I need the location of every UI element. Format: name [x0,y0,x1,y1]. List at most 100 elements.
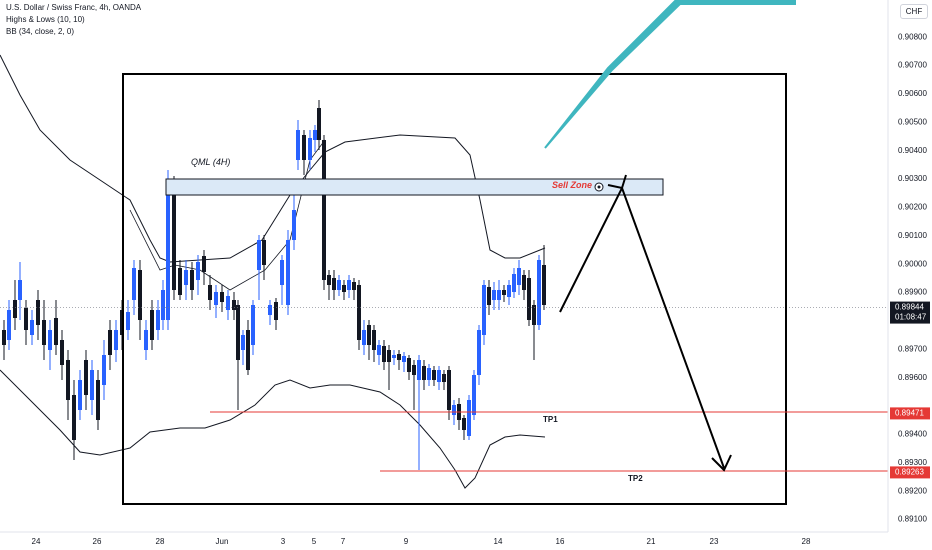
candle-body [467,400,471,436]
candle-body [382,346,386,362]
price-tick-label: 0.89300 [898,458,927,467]
time-tick-label: 24 [32,537,41,546]
candle-body [190,270,194,290]
candle-body [507,285,511,297]
candle-body [226,296,230,310]
candle-body [417,360,421,380]
candle-body [402,356,406,362]
candle-body [24,308,28,330]
price-tick-label: 0.90400 [898,146,927,155]
currency-badge[interactable]: CHF [900,4,928,19]
candle-body [392,355,396,358]
teal-trend-line [544,0,796,149]
time-axis[interactable]: 24 26 28 Jun 3 5 7 9 14 16 21 23 28 [32,537,811,546]
candle-body [236,305,240,360]
time-tick-label: 9 [404,537,409,546]
candle-body [196,262,200,280]
candle-body [317,108,321,140]
price-tick-label: 0.89600 [898,373,927,382]
arrowhead-top [607,174,627,190]
candle-body [251,305,255,345]
candle-body [232,300,236,310]
candle-body [512,274,516,292]
qml-label: QML (4H) [191,157,230,167]
candle-body [42,320,46,345]
lower-band-line [0,369,546,489]
candle-body [54,318,58,345]
time-tick-label: 23 [710,537,719,546]
candle-body [407,358,411,372]
candle-body [522,275,526,290]
current-price-tag-bg [890,301,930,324]
tp2-price-tag-text: 0.89263 [895,467,924,476]
indicator-highs-lows: Highs & Lows (10, 10) [6,15,85,24]
candle-body [542,265,546,305]
candle-body [84,360,88,395]
candle-body [172,182,176,290]
candle-body [367,325,371,345]
candle-body [342,285,346,292]
candle-body [452,405,456,415]
candle-body [437,370,441,382]
candle-body [102,355,106,385]
candle-body [166,180,170,320]
candle-body [246,330,250,370]
candle-body [150,310,154,340]
candle-body [422,366,426,380]
candle-body [161,290,165,320]
candle-body [387,350,391,362]
candle-body [48,330,52,350]
time-tick-label: 28 [156,537,165,546]
price-tick-label: 0.89900 [898,288,927,297]
time-tick-label: 3 [281,537,286,546]
candle-body [296,130,300,160]
candle-body [462,418,466,430]
candle-body [502,290,506,295]
candle-body [377,345,381,355]
candle-body [202,256,206,272]
candle-body [352,282,356,290]
candle-body [372,330,376,350]
current-price-tag-text: 01:08:47 [895,313,927,322]
tp1-price-tag-text: 0.89471 [895,408,924,417]
candle-body [517,268,521,285]
candle-body [78,380,82,410]
candle-body [397,354,401,360]
candle-body [7,310,11,340]
candle-body [220,292,224,302]
candle-body [308,138,312,160]
price-axis[interactable]: 0.90800 0.90700 0.90600 0.90500 0.90400 0.903… [898,32,927,523]
candle-body [527,278,531,320]
candle-body [280,260,284,285]
price-tick-label: 0.89700 [898,344,927,353]
current-price-tag-text: 0.89844 [895,303,924,312]
candle-body [144,330,148,350]
candle-body [30,320,34,335]
price-tick-label: 0.90500 [898,117,927,126]
candle-body [472,375,476,415]
candle-body [362,330,366,345]
indicator-bollinger: BB (34, close, 2, 0) [6,27,75,36]
candle-body [332,278,336,290]
candle-body [357,285,361,340]
candle-body [347,280,351,290]
price-tick-label: 0.90100 [898,231,927,240]
candle-body [447,370,451,410]
candle-body [36,300,40,325]
candle-body [208,285,212,300]
candle-body [322,140,326,280]
sell-zone-label: Sell Zone [552,180,592,190]
candle-body [72,395,76,440]
analysis-box [122,73,787,505]
target-icon-dot [597,185,601,189]
arrowhead-bottom [711,454,732,472]
price-tick-label: 0.90000 [898,259,927,268]
candle-body [286,240,290,305]
candle-body [114,330,118,350]
candle-body [327,275,331,285]
price-tick-label: 0.90600 [898,89,927,98]
price-tick-label: 0.89200 [898,486,927,495]
